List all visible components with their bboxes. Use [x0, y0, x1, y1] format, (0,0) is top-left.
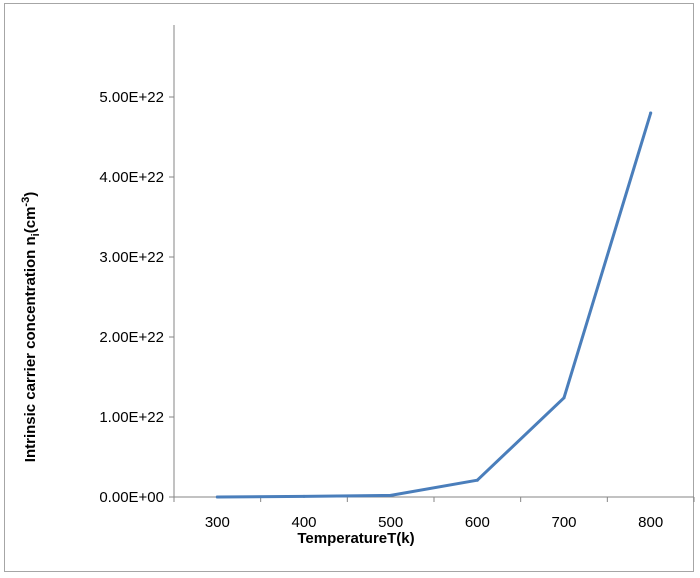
x-tick-label: 700: [551, 514, 576, 531]
x-tick-label: 500: [378, 514, 403, 531]
data-point: [389, 493, 393, 497]
series-points: [215, 111, 653, 499]
y-axis-title-exponent: -3: [20, 197, 32, 207]
x-tick-label: 600: [465, 514, 490, 531]
y-tick-label: 1.00E+22: [99, 409, 164, 426]
data-point: [649, 111, 653, 115]
y-tick-label: 5.00E+22: [99, 89, 164, 106]
data-point: [562, 396, 566, 400]
data-point: [475, 478, 479, 482]
data-point: [302, 494, 306, 498]
y-axis-title: Intrinsic carrier concentration ni(cm-3): [20, 192, 42, 462]
y-tick-label: 3.00E+22: [99, 249, 164, 266]
y-axis-title-unit-close: ): [22, 192, 39, 197]
chart-frame: [4, 3, 694, 572]
y-tick-label: 2.00E+22: [99, 329, 164, 346]
data-point: [215, 495, 219, 499]
y-tick-label: 4.00E+22: [99, 169, 164, 186]
y-tick-label: 0.00E+00: [99, 489, 164, 506]
series-line: [215, 111, 653, 499]
y-axis-title-unit: (cm: [22, 207, 39, 234]
y-axis-title-subscript: i: [30, 233, 42, 236]
x-axis-ticks: [173, 497, 695, 502]
y-axis-ticks: [169, 96, 174, 498]
x-tick-label: 400: [291, 514, 316, 531]
x-axis-tick-labels: 300 400 500 600 700 800: [205, 514, 663, 531]
x-tick-label: 800: [638, 514, 663, 531]
y-axis-tick-labels: 0.00E+00 1.00E+22 2.00E+22 3.00E+22 4.00E+22…: [99, 89, 164, 506]
x-tick-label: 300: [205, 514, 230, 531]
y-axis-title-main: Intrinsic carrier concentration n: [22, 236, 39, 462]
x-axis-title: TemperatureT(k): [297, 530, 414, 547]
